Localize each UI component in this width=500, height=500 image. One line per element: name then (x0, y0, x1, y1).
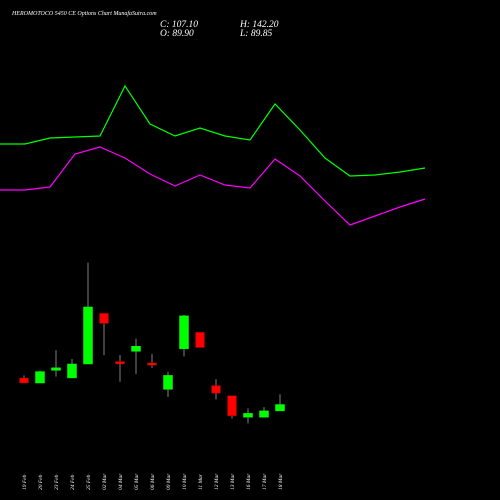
candle-body (227, 395, 237, 417)
x-tick-label: 13 Mar (230, 473, 236, 490)
x-tick-label: 24 Feb (69, 474, 76, 490)
x-tick-label: 12 Mar (214, 473, 220, 490)
x-tick-label: 17 Mar (262, 473, 268, 490)
x-tick-label: 06 Mar (150, 473, 156, 490)
candle-body (147, 362, 157, 366)
candle-body (275, 404, 285, 412)
x-tick-label: 10 Mar (182, 473, 188, 490)
candle-body (211, 385, 221, 394)
indicator-line-top (0, 84, 426, 177)
x-tick-label: 02 Mar (102, 473, 108, 490)
x-tick-label: 11 Mar (198, 473, 204, 490)
x-tick-label: 04 Mar (117, 473, 124, 490)
x-tick-label: 16 Mar (246, 473, 252, 490)
x-tick-label: 19 Feb (22, 474, 28, 490)
indicator-line-bottom (0, 146, 426, 226)
ohlc-low: L: 89.85 (240, 29, 273, 39)
chart-title: HEROMOTOCO 5450 CE Options Chart MunafaS… (12, 11, 157, 17)
candle-body (51, 367, 61, 371)
x-tick-label: 05 Mar (134, 473, 140, 490)
x-tick-label: 25 Feb (86, 474, 92, 490)
x-tick-label: 09 Mar (166, 473, 172, 490)
candle-body (163, 375, 173, 390)
ohlc-high: H: 142.20 (240, 20, 279, 30)
candle-body (35, 371, 45, 384)
candle-body (99, 313, 109, 324)
candle-body (195, 332, 205, 348)
candle-body (83, 306, 93, 365)
candle-body (131, 346, 141, 352)
candle-body (259, 410, 269, 418)
candle-body (179, 315, 189, 350)
ohlc-close: C: 107.10 (160, 20, 198, 30)
candle-body (115, 361, 125, 365)
candle-body (19, 377, 29, 384)
candle-body (243, 413, 253, 418)
x-tick-label: 20 Feb (38, 474, 44, 490)
x-tick-label: 23 Feb (54, 474, 60, 490)
x-tick-label: 18 Mar (278, 473, 284, 490)
ohlc-open: O: 89.90 (160, 29, 194, 39)
candle-body (67, 363, 77, 379)
